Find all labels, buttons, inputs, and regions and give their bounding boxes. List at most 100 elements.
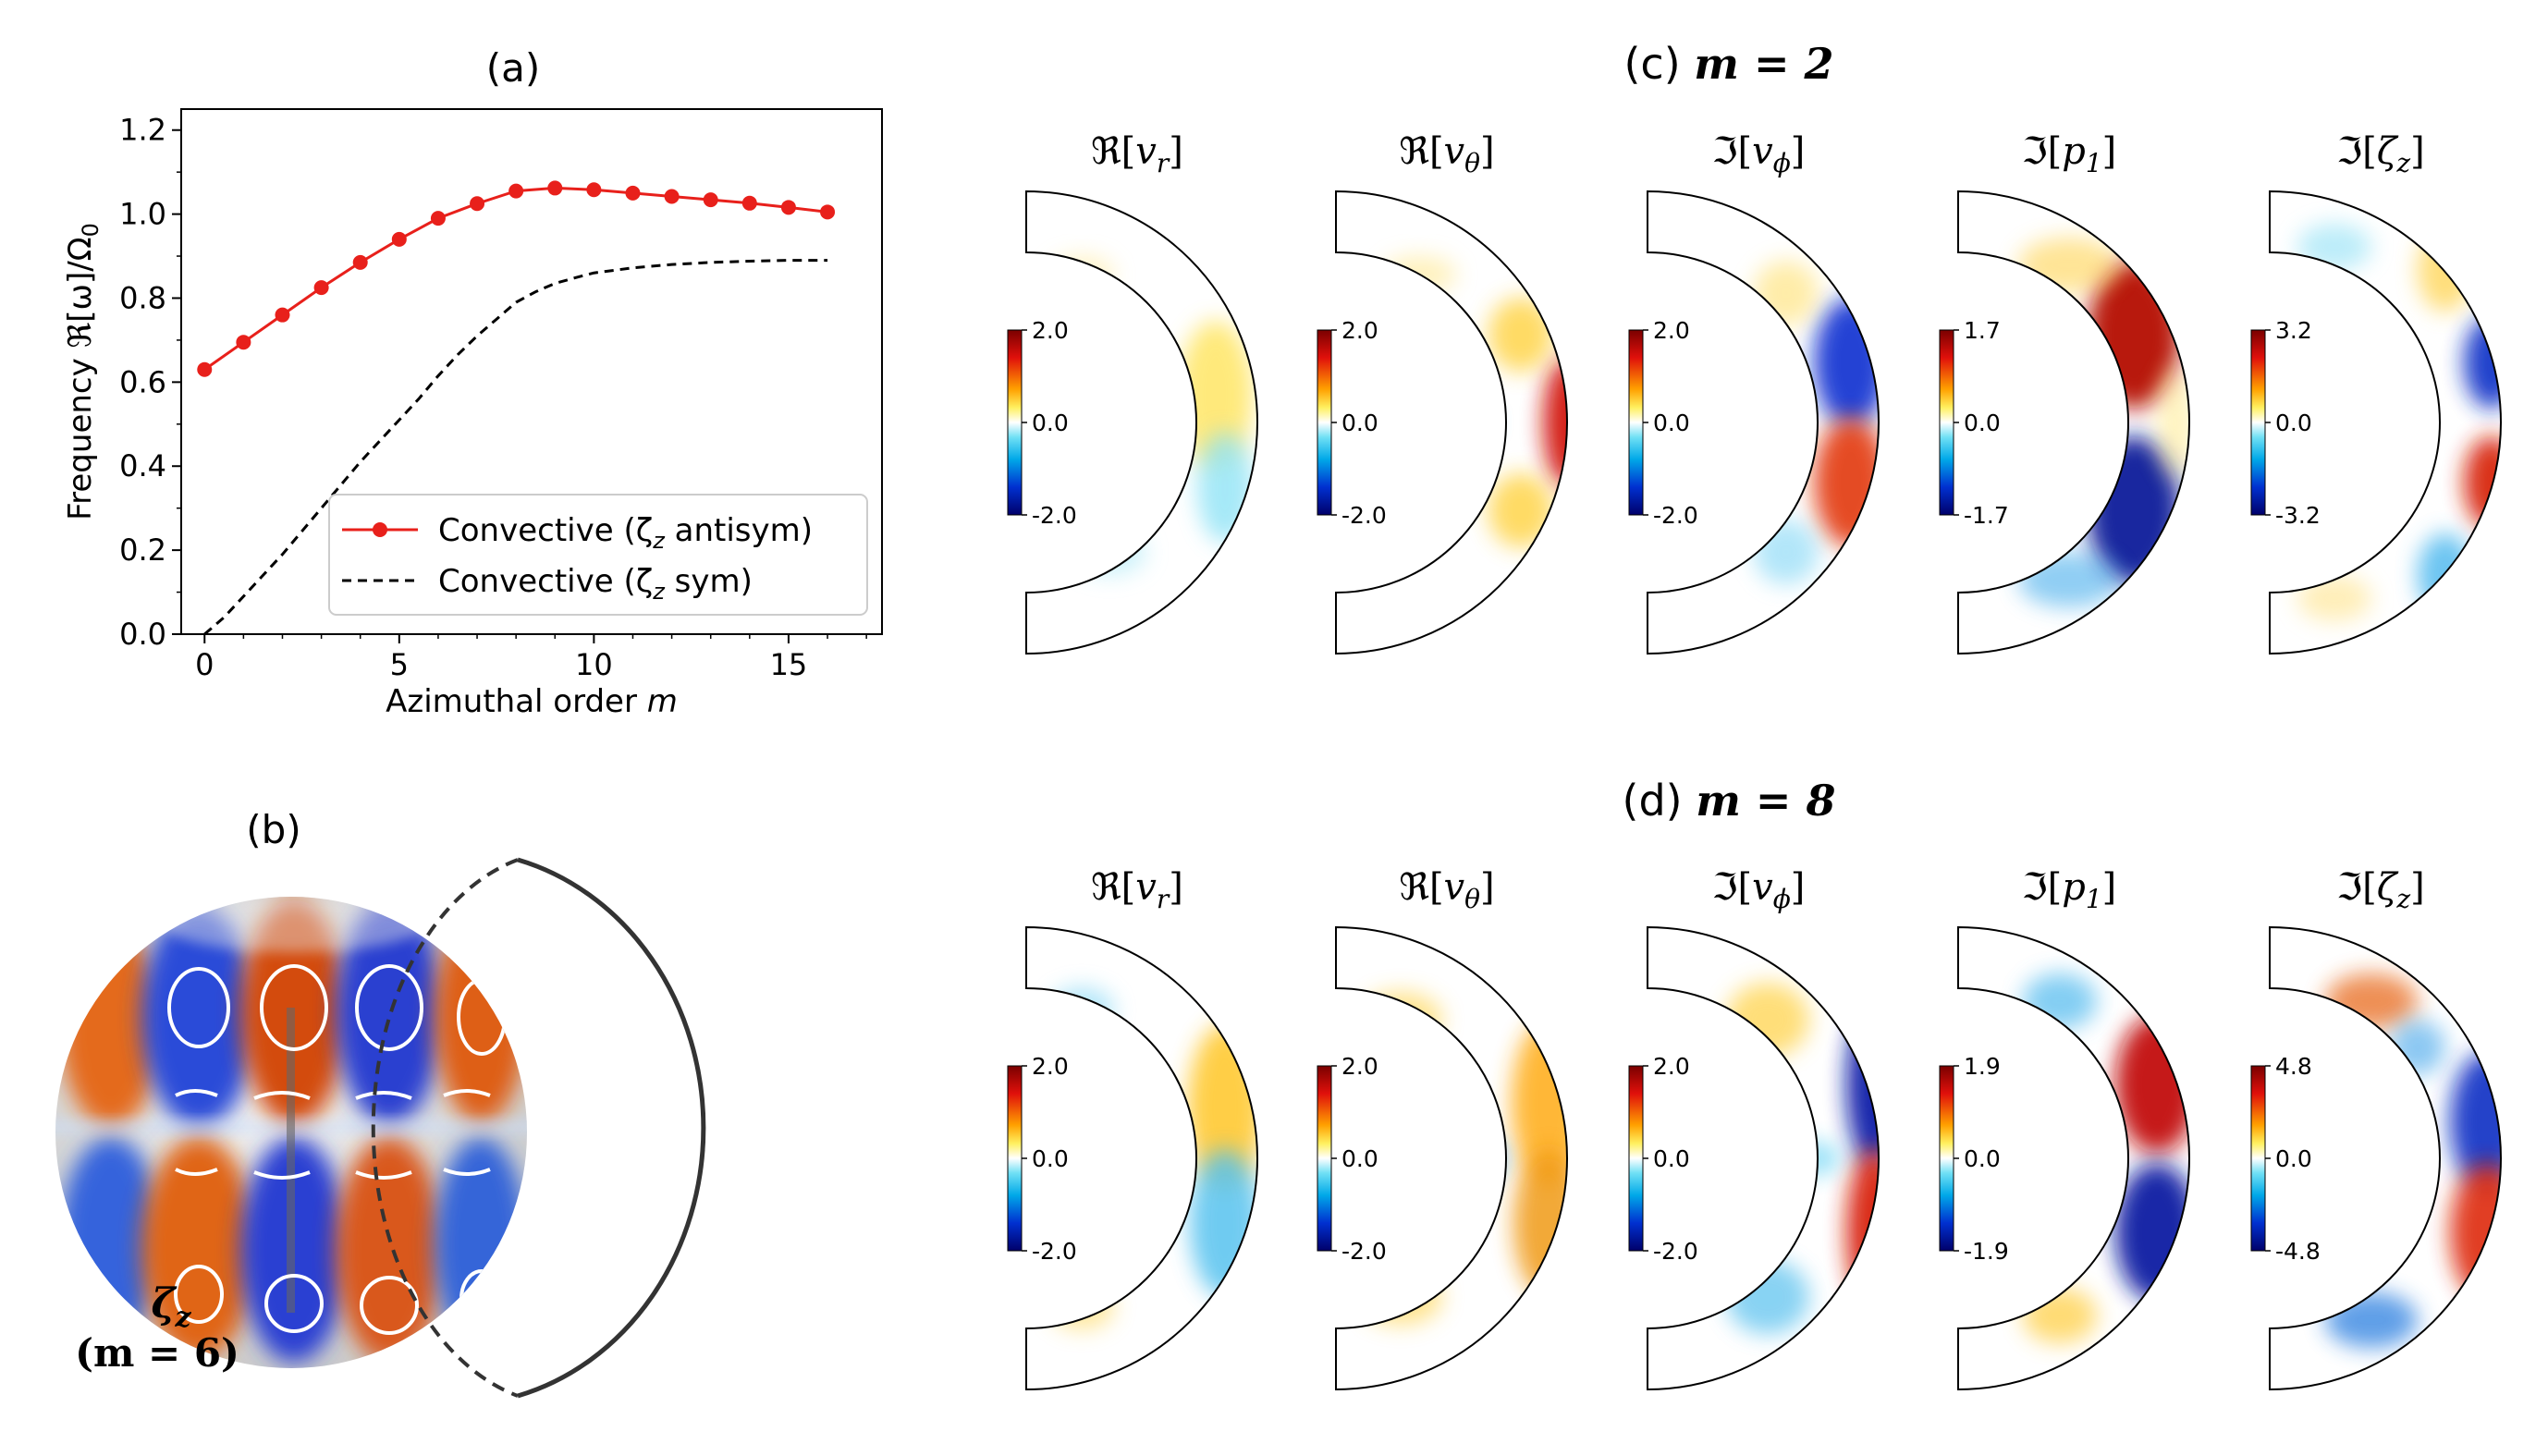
field-blob <box>2023 973 2097 1029</box>
vortex-arrow-5 <box>174 1265 224 1324</box>
series-antisym-point <box>741 195 757 211</box>
colorbar-label-vmid: 0.0 <box>1341 410 1378 436</box>
shell-outline <box>1957 925 2190 1391</box>
field-blob <box>2115 1015 2189 1154</box>
panel-a-ylabel: Frequency ℜ[ω]/Ω0 <box>62 223 104 520</box>
flow-arrows <box>167 964 507 1335</box>
field-blob <box>1814 418 1879 547</box>
cell-blue-top-2 <box>336 899 443 1125</box>
series-antisym-point <box>391 231 407 247</box>
series-antisym-point <box>430 211 446 226</box>
legend-box <box>328 494 868 616</box>
colorbar-label-vmid: 0.0 <box>2275 410 2312 436</box>
field-blob <box>1488 298 1553 372</box>
field-blob <box>1786 1142 1842 1175</box>
series-antisym-point <box>197 361 213 377</box>
series-antisym-point <box>820 204 836 220</box>
field-blob <box>1754 261 1819 325</box>
meridian-solid <box>517 857 706 1399</box>
x-tick-label: 0 <box>195 647 214 682</box>
legend-antisym-label: Convective (ζz antisym) <box>438 512 813 554</box>
panel_c-column-1: ℜ[vθ] 2.0 0.0 -2.0 <box>1317 130 1568 655</box>
sphere-cells <box>55 897 527 1363</box>
y-tick-label: 0.4 <box>119 448 166 483</box>
panel-a-series <box>197 180 836 636</box>
inner-sphere-top <box>165 897 423 952</box>
legend-antisym-marker <box>373 522 387 537</box>
zonal-arrow-7 <box>355 1170 412 1180</box>
field-blob <box>2115 1163 2189 1302</box>
panel-d-title: (d) m = 8 <box>1623 776 1836 826</box>
y-tick-label: 1.0 <box>119 197 166 232</box>
colorbar-label-vmid: 0.0 <box>1653 1145 1690 1172</box>
colorbar-label-vmax: 2.0 <box>1341 1053 1378 1080</box>
field-blob <box>1179 321 1253 469</box>
shell-outline <box>2269 190 2502 655</box>
panel_d-column-4: ℑ[ζz] 4.8 0.0 -4.8 <box>2250 866 2502 1391</box>
zonal-arrow-1 <box>175 1089 218 1097</box>
panels-meridional-slices: ℜ[vr] 2.0 0.0 -2.0 ℜ[vθ] 2.0 0.0 -2.0 ℑ[vϕ] 2.0 0.… <box>1007 130 2502 1391</box>
colorbar-label-vmid: 0.0 <box>1341 1145 1378 1172</box>
x-tick-label: 15 <box>770 647 808 682</box>
panel-a-title: (a) <box>486 45 541 91</box>
colorbar-label-vmax: 1.7 <box>1964 317 2001 344</box>
panel_c-column-title: ℜ[vr] <box>1091 130 1183 178</box>
zonal-arrow-4 <box>443 1089 491 1097</box>
colorbar-label-vmid: 0.0 <box>1032 1145 1069 1172</box>
field-blob <box>2464 316 2501 409</box>
field-blob <box>1513 1149 1567 1297</box>
colorbar-label-vmax: 2.0 <box>1341 317 1378 344</box>
field-blob <box>1049 987 1114 1034</box>
field-blob <box>2018 552 2120 607</box>
panel_d-column-title: ℜ[vθ] <box>1399 866 1494 914</box>
panel-a-frame <box>180 108 883 635</box>
cell-orange-bottom-2 <box>336 1137 443 1363</box>
field-blob <box>2450 1052 2501 1191</box>
colorbar-label-vmax: 2.0 <box>1032 317 1069 344</box>
colorbar-label-vmin: -2.0 <box>1653 502 1698 529</box>
series-antisym-point <box>352 254 368 270</box>
series-antisym-line <box>203 186 828 371</box>
series-antisym-point <box>275 307 290 323</box>
shell-outline <box>2269 925 2502 1391</box>
shell-outline <box>1647 190 1880 655</box>
panel_c-column-4: ℑ[ζz] 3.2 0.0 -3.2 <box>2250 130 2502 655</box>
colorbar-label-vmid: 0.0 <box>1653 410 1690 436</box>
zonal-arrow-2 <box>253 1091 311 1100</box>
field-blob <box>1488 473 1553 547</box>
vortex-arrow-6 <box>264 1274 324 1333</box>
series-antisym-point <box>664 189 680 204</box>
colorbar <box>1317 1065 1332 1252</box>
panel_d-column-0: ℜ[vr] 2.0 0.0 -2.0 <box>1007 866 1258 1391</box>
shell-outline <box>1025 925 1258 1391</box>
field-blob <box>1447 1138 1502 1179</box>
panel_c-column-title: ℑ[p1] <box>2022 130 2117 178</box>
series-antisym-point <box>625 185 641 201</box>
panel_d-column-1: ℜ[vθ] 2.0 0.0 -2.0 <box>1317 866 1568 1391</box>
series-sym-line <box>203 259 828 636</box>
colorbar <box>1939 329 1954 516</box>
colorbar <box>1628 329 1644 516</box>
panel-b-mode-label: (m = 6) <box>75 1330 239 1376</box>
field-blob <box>1438 410 1493 435</box>
panel-a-axes: 0 5 10 15 0.0 0.2 0.4 0.6 0.8 1.0 1.2 <box>119 113 867 682</box>
field-blob <box>1846 1001 1879 1168</box>
colorbar-label-vmin: -1.7 <box>1964 502 2009 529</box>
panel_c-column-title: ℑ[vϕ] <box>1712 130 1806 178</box>
series-antisym-point <box>508 183 524 199</box>
vortex-arrow-7 <box>360 1276 419 1335</box>
cell-blue-right-bottom <box>435 1137 527 1350</box>
panel-b-title: (b) <box>246 807 300 852</box>
y-tick-label: 0.8 <box>119 280 166 315</box>
field-blob <box>1197 432 1253 543</box>
colorbar-label-vmax: 2.0 <box>1653 317 1690 344</box>
colorbar-label-vmax: 2.0 <box>1032 1053 1069 1080</box>
cell-blue-top <box>141 906 256 1128</box>
series-antisym-point <box>236 335 251 350</box>
shell-outline <box>1335 190 1568 655</box>
colorbar-label-vmin: -2.0 <box>1341 1238 1387 1265</box>
vortex-arrow-2 <box>260 964 328 1051</box>
field-blob <box>2297 224 2371 270</box>
shell-outline <box>1957 190 2190 655</box>
colorbar <box>2250 329 2266 516</box>
